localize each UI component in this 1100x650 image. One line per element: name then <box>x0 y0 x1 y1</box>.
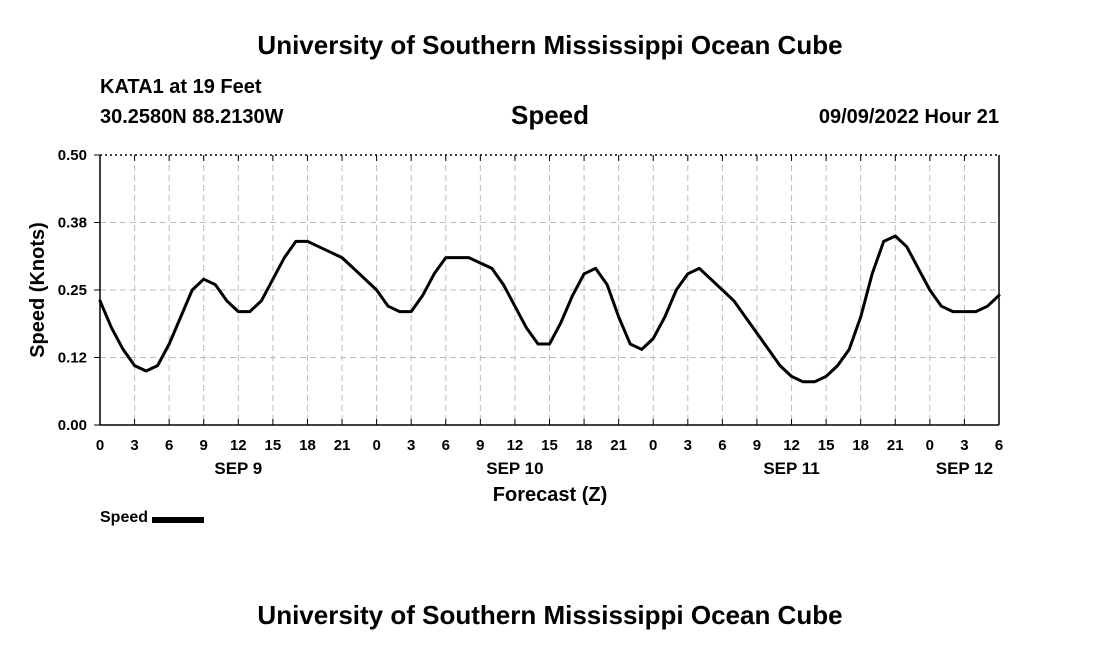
x-tick-label: 21 <box>887 437 904 454</box>
x-tick-label: 0 <box>649 437 657 454</box>
x-tick-label: 18 <box>852 437 869 454</box>
x-tick-label: 12 <box>230 437 247 454</box>
y-tick-label: 0.25 <box>58 282 87 299</box>
y-tick-label: 0.00 <box>58 417 87 434</box>
x-tick-label: 21 <box>610 437 627 454</box>
date-label: SEP 11 <box>763 459 819 478</box>
station-coordinates: 30.2580N 88.2130W <box>100 106 284 128</box>
legend-line-swatch <box>152 517 205 523</box>
x-tick-label: 18 <box>576 437 593 454</box>
issue-time: 09/09/2022 Hour 21 <box>818 106 999 128</box>
legend-label: Speed <box>100 509 149 526</box>
x-tick-label: 9 <box>476 437 484 454</box>
x-tick-label: 9 <box>200 437 208 454</box>
x-tick-label: 12 <box>783 437 800 454</box>
x-tick-label: 3 <box>960 437 968 454</box>
x-tick-label: 18 <box>299 437 316 454</box>
station-name: KATA1 at 19 Feet <box>100 76 262 98</box>
legend: Speed <box>100 509 205 527</box>
x-tick-label: 9 <box>753 437 761 454</box>
x-tick-label: 0 <box>926 437 934 454</box>
y-tick-label: 0.50 <box>58 147 87 164</box>
x-tick-label: 15 <box>818 437 835 454</box>
date-label: SEP 12 <box>936 459 993 478</box>
y-tick-label: 0.38 <box>58 215 87 232</box>
x-axis-title: Forecast (Z) <box>493 484 607 506</box>
y-axis-title: Speed (Knots) <box>27 222 49 358</box>
x-tick-label: 3 <box>407 437 415 454</box>
x-tick-label: 6 <box>718 437 726 454</box>
date-label: SEP 10 <box>486 459 543 478</box>
x-tick-label: 3 <box>684 437 692 454</box>
date-label: SEP 9 <box>214 459 262 478</box>
x-tick-label: 3 <box>130 437 138 454</box>
x-tick-label: 15 <box>265 437 282 454</box>
variable-title: Speed <box>510 100 590 130</box>
x-tick-label: 0 <box>372 437 380 454</box>
series-line-speed <box>98 234 1001 384</box>
footer-title: University of Southern Mississippi Ocean… <box>257 600 843 630</box>
x-tick-label: 6 <box>165 437 173 454</box>
x-tick-label: 21 <box>334 437 351 454</box>
y-tick-label: 0.12 <box>58 350 87 367</box>
chart-title: University of Southern Mississippi Ocean… <box>257 30 843 60</box>
x-tick-label: 12 <box>507 437 524 454</box>
x-tick-label: 15 <box>541 437 558 454</box>
x-tick-label: 6 <box>442 437 450 454</box>
x-tick-label: 0 <box>96 437 104 454</box>
x-tick-label: 6 <box>995 437 1003 454</box>
